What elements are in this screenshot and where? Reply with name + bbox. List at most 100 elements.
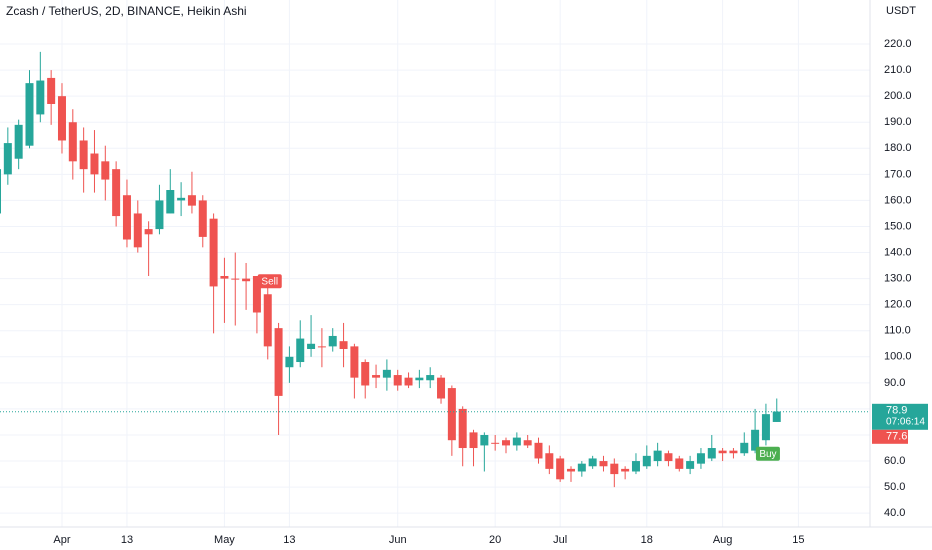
candle-body — [545, 453, 554, 469]
y-tick-label: 170.0 — [884, 168, 912, 180]
candle-body — [79, 140, 88, 170]
candle-body — [772, 411, 781, 422]
x-tick-label: Jul — [553, 534, 567, 546]
candle-body — [47, 77, 56, 104]
candle-body — [588, 458, 597, 467]
y-tick-label: 90.0 — [884, 377, 905, 389]
signal-badge — [257, 274, 282, 289]
candle-body — [577, 463, 586, 472]
candle-body — [382, 369, 391, 378]
candle-body — [534, 442, 543, 459]
candle-body — [686, 461, 695, 469]
candle-body — [25, 83, 34, 146]
signal-badge — [755, 446, 780, 461]
candle-body — [166, 190, 175, 214]
candle-body — [729, 450, 738, 454]
y-axis-label: USDT — [886, 5, 916, 17]
candle-body — [437, 377, 446, 399]
candle-body — [469, 432, 478, 449]
y-tick-label: 130.0 — [884, 273, 912, 285]
candle-body — [642, 455, 651, 467]
candle-body — [220, 276, 229, 279]
candle-body — [198, 200, 207, 237]
candle-body — [491, 442, 500, 444]
candle-body — [426, 375, 435, 381]
candle-body — [653, 450, 662, 462]
candle-body — [664, 453, 673, 462]
candle-body — [350, 346, 359, 378]
y-tick-label: 150.0 — [884, 220, 912, 232]
candle-body — [556, 458, 565, 480]
chart-title: Zcash / TetherUS, 2D, BINANCE, Heikin As… — [6, 4, 247, 18]
x-tick-label: Apr — [53, 534, 70, 546]
candle-body — [404, 377, 413, 386]
candle-body — [761, 414, 770, 441]
candle-body — [231, 278, 240, 280]
y-tick-label: 100.0 — [884, 351, 912, 363]
candle-body — [68, 122, 77, 162]
candle-body — [296, 338, 305, 363]
candle-body — [3, 143, 12, 175]
candle-body — [707, 448, 716, 459]
candle-body — [307, 343, 316, 349]
candle-body — [718, 450, 727, 454]
y-tick-label: 110.0 — [884, 325, 911, 337]
price-badge — [872, 429, 908, 444]
candle-body — [155, 200, 164, 230]
candle-body — [512, 437, 521, 446]
candle-body — [57, 96, 66, 141]
y-tick-label: 160.0 — [884, 194, 912, 206]
signal-label: Sell — [261, 276, 278, 287]
x-tick-label: 15 — [792, 534, 804, 546]
last-price-label: 78.9 — [886, 405, 907, 417]
y-tick-label: 140.0 — [884, 246, 912, 258]
candle-body — [317, 346, 326, 348]
x-tick-label: 13 — [121, 534, 133, 546]
candle-body — [599, 461, 608, 467]
candle-body — [621, 468, 630, 472]
price-label: 77.6 — [886, 431, 907, 443]
candle-body — [740, 442, 749, 454]
candle-body — [631, 461, 640, 472]
x-tick-label: 13 — [283, 534, 295, 546]
candle-body — [566, 468, 575, 472]
candle-body — [0, 169, 1, 214]
y-tick-label: 180.0 — [884, 142, 912, 154]
candle-body — [523, 440, 532, 446]
candle-body — [263, 294, 272, 347]
plot: Sell Buy — [0, 51, 870, 488]
candle-body — [112, 169, 121, 217]
candle-body — [14, 124, 23, 159]
candle-body — [252, 276, 261, 313]
candle-body — [447, 388, 456, 441]
y-tick-label: 50.0 — [884, 481, 905, 493]
x-tick-label: 20 — [489, 534, 501, 546]
x-tick-label: May — [214, 534, 235, 546]
candle-body — [133, 213, 142, 248]
candle-body — [187, 195, 196, 206]
y-tick-label: 210.0 — [884, 64, 912, 76]
signal-label: Buy — [759, 449, 776, 460]
y-tick-label: 220.0 — [884, 38, 912, 50]
candle-body — [36, 80, 45, 115]
candle-body — [393, 375, 402, 386]
candle-body — [610, 463, 619, 475]
candle-body — [177, 197, 186, 201]
candle-body — [415, 377, 424, 381]
candle-body — [458, 408, 467, 449]
candle-body — [122, 195, 131, 240]
y-tick-label: 40.0 — [884, 507, 905, 519]
grid — [0, 0, 870, 527]
candle-body — [480, 434, 489, 446]
y-tick-label: 190.0 — [884, 116, 912, 128]
y-tick-label: 120.0 — [884, 299, 912, 311]
last-price-badge — [872, 403, 928, 430]
candle-body — [361, 362, 370, 386]
candle-body — [90, 153, 99, 175]
x-tick-label: Jun — [389, 534, 407, 546]
candle-body — [339, 341, 348, 349]
candle-body — [285, 356, 294, 368]
candle-body — [372, 375, 381, 378]
